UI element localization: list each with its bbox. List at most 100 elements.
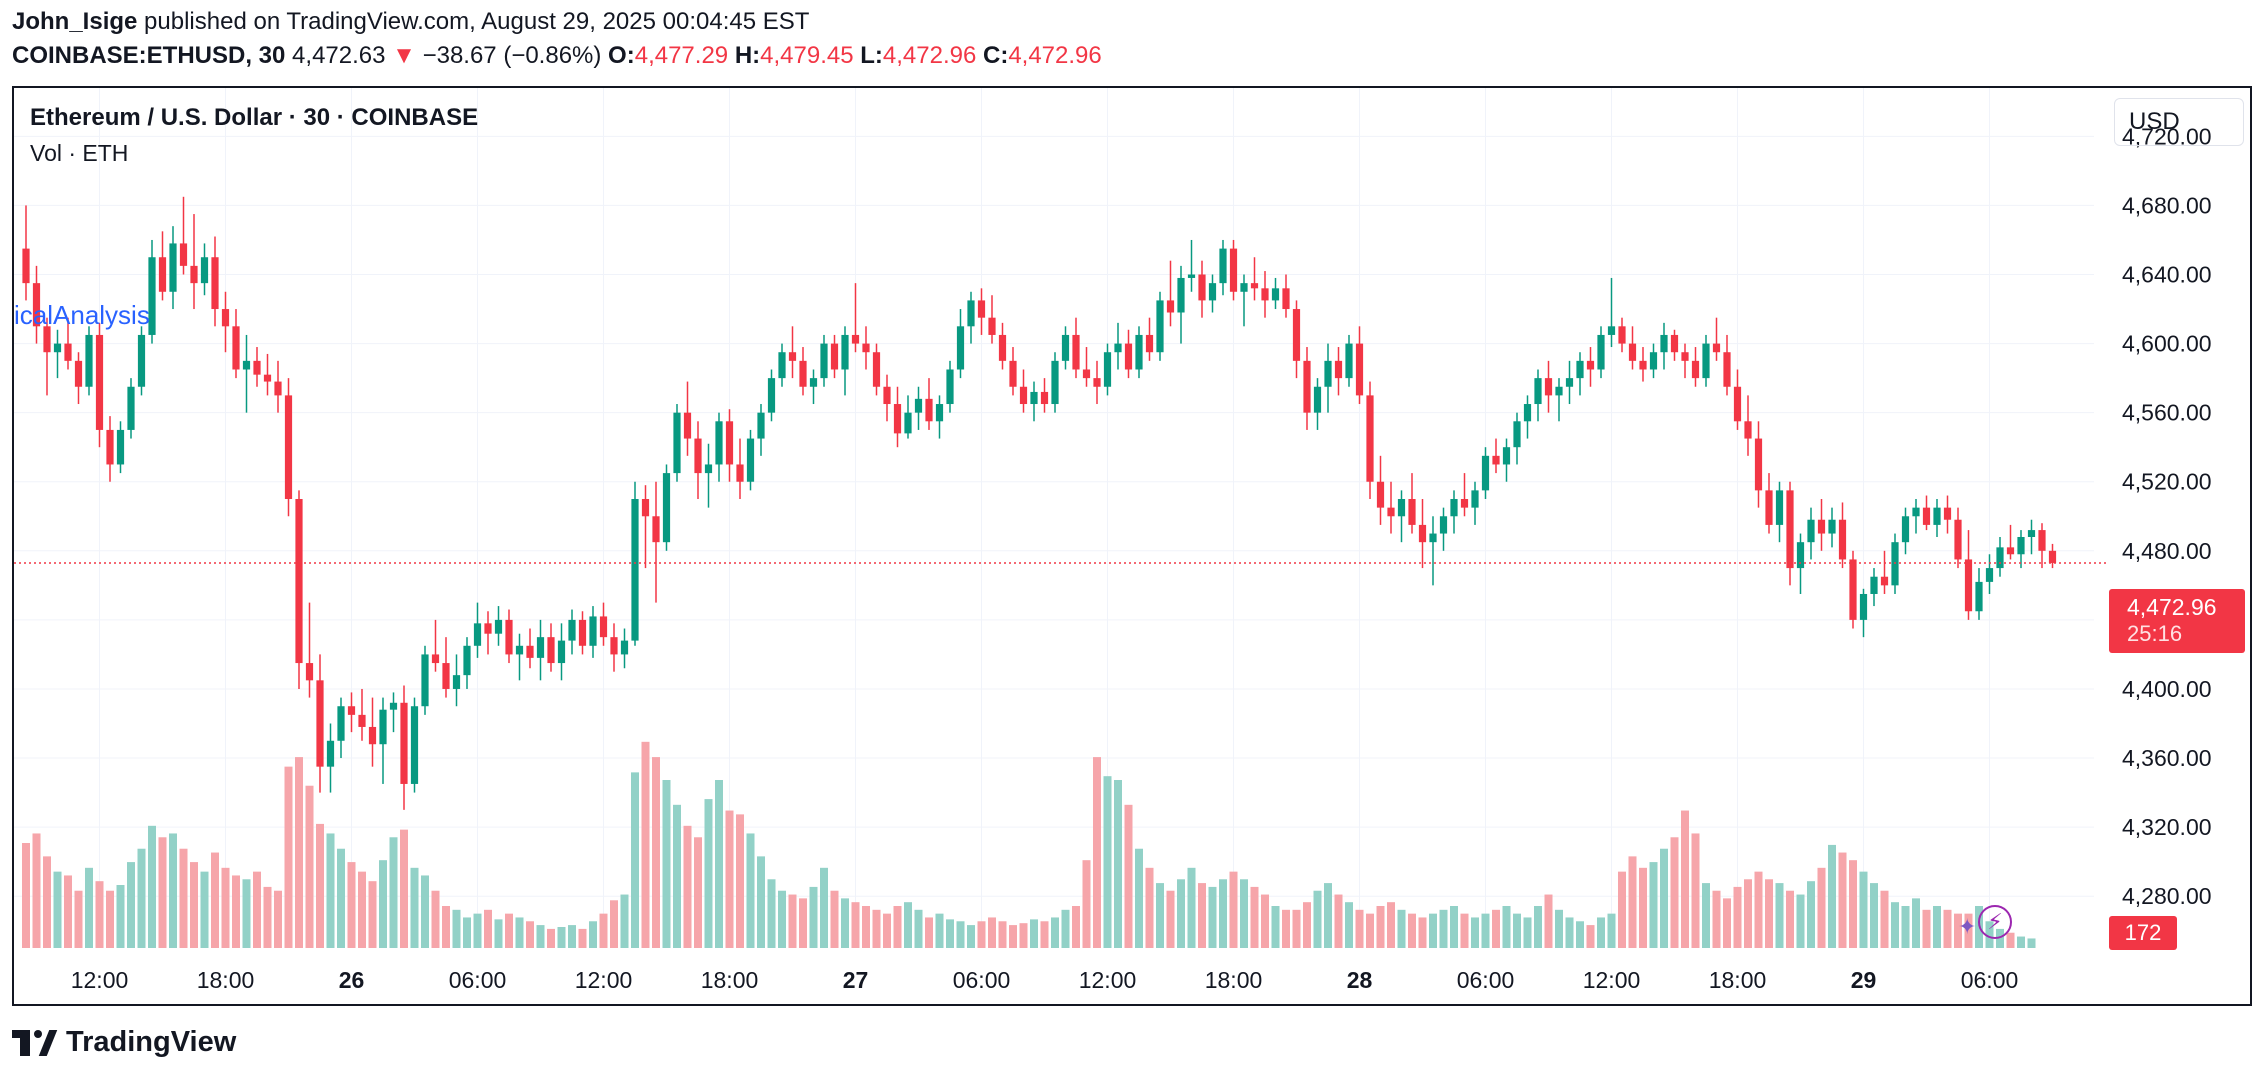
x-tick-label: 28 <box>1347 967 1373 993</box>
volume-bar <box>1082 860 1091 948</box>
open-label: O: <box>608 42 635 69</box>
candle-body <box>893 404 902 434</box>
volume-bar <box>106 890 114 948</box>
candle-body <box>1922 507 1931 525</box>
y-tick-label: 4,680.00 <box>2122 192 2212 218</box>
volume-bar <box>620 894 629 948</box>
candle-body <box>1943 507 1952 520</box>
candle-body <box>1156 300 1164 353</box>
volume-bar <box>442 906 450 948</box>
candle-body <box>683 412 692 439</box>
candle-body <box>431 654 440 664</box>
candle-body <box>1597 334 1605 370</box>
candle-body <box>1733 386 1742 422</box>
candle-body <box>1387 507 1395 517</box>
volume-bar <box>1103 776 1112 948</box>
candle-body <box>484 623 492 634</box>
candle-body <box>347 706 356 715</box>
volume-bar <box>883 913 891 948</box>
candle-body <box>568 619 576 641</box>
candle-body <box>1765 490 1773 525</box>
price-chart[interactable]: 4,720.004,680.004,640.004,600.004,560.00… <box>14 88 2250 1004</box>
volume-bar <box>515 917 524 948</box>
sparkle-icon[interactable]: ✦ <box>1958 914 1977 939</box>
candle-body <box>1303 360 1311 413</box>
candle-body <box>137 334 146 387</box>
candle-body <box>1492 455 1500 465</box>
candle-body <box>1240 283 1248 292</box>
candle-body <box>1082 369 1091 379</box>
volume-bar <box>1754 871 1763 948</box>
candle-body <box>788 352 797 361</box>
candle-body <box>1586 360 1595 370</box>
candle-body <box>1639 360 1647 370</box>
candle-body <box>263 374 272 382</box>
candle-body <box>536 637 545 658</box>
candle-body <box>1429 533 1437 543</box>
volume-bar <box>1597 917 1605 948</box>
candle-body <box>515 645 524 655</box>
low-value: 4,472.96 <box>882 42 977 69</box>
volume-bar <box>1481 913 1490 948</box>
volume-bar <box>2027 938 2036 948</box>
volume-bar <box>1555 909 1563 948</box>
candle-body <box>1880 576 1889 586</box>
volume-bar <box>809 886 818 948</box>
volume-bar <box>914 909 923 948</box>
volume-bar <box>473 913 482 948</box>
candle-body <box>1282 288 1290 310</box>
candle-body <box>883 386 891 405</box>
volume-bar <box>799 898 807 948</box>
candle-body <box>904 412 912 434</box>
volume-bar <box>1628 856 1637 948</box>
candle-body <box>1324 360 1332 387</box>
volume-bar <box>463 917 471 948</box>
lightning-icon[interactable]: ⚡ <box>1978 905 2012 939</box>
change-value: −38.67 (−0.86%) <box>422 42 602 69</box>
candle-body <box>547 637 555 664</box>
candle-body <box>1250 283 1259 289</box>
volume-bar <box>1177 879 1185 948</box>
symbol-label: COINBASE:ETHUSD, 30 <box>12 42 286 69</box>
volume-bar <box>1880 890 1889 948</box>
candle-body <box>1040 391 1049 405</box>
volume-bar <box>368 881 377 948</box>
volume-bar <box>1418 917 1427 948</box>
volume-bar <box>746 833 755 948</box>
volume-bar <box>1744 879 1752 948</box>
candle-body <box>2038 530 2046 551</box>
volume-bar <box>1324 883 1332 948</box>
volume-bar <box>1114 780 1122 948</box>
candle-body <box>1744 421 1752 439</box>
volume-bar <box>316 823 324 948</box>
volume-bar <box>1187 867 1196 948</box>
volume-bar <box>1313 890 1322 948</box>
volume-bar <box>1093 757 1101 948</box>
candle-body <box>1208 283 1217 301</box>
currency-button[interactable]: USD <box>2114 98 2244 146</box>
candle-body <box>494 619 503 634</box>
candle-body <box>358 714 366 727</box>
volume-bar <box>1576 921 1584 948</box>
candle-body <box>767 378 776 413</box>
volume-bar <box>284 766 293 948</box>
volume-bar <box>1901 906 1910 948</box>
candle-body <box>610 637 618 655</box>
volume-bar <box>347 862 356 948</box>
candle-body <box>232 326 240 370</box>
candle-body <box>1523 404 1532 422</box>
candle-body <box>2017 536 2025 555</box>
candle-body <box>1786 490 1794 569</box>
author-name[interactable]: John_Isige <box>12 8 138 35</box>
volume-bar <box>1471 917 1479 948</box>
volume-bar <box>1565 917 1574 948</box>
candle-body <box>1198 274 1206 301</box>
volume-bar <box>662 780 671 948</box>
volume-bar <box>221 867 230 948</box>
candle-body <box>1807 519 1815 543</box>
volume-bar <box>1670 837 1679 948</box>
x-tick-label: 26 <box>339 967 365 993</box>
volume-bar <box>1660 848 1668 948</box>
candle-body <box>715 421 723 465</box>
tradingview-logo[interactable]: TradingView <box>12 1026 236 1059</box>
